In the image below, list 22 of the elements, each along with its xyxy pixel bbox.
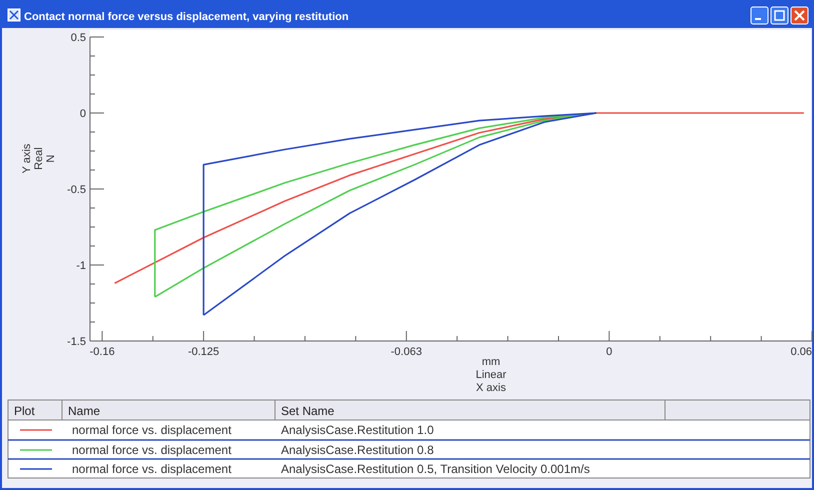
x-tick-label: -0.16 [90,346,115,358]
chart-title: Contact normal force versus displacement, varying restitution [24,11,349,23]
text: AnalysisCase.Restitution 0.5, Transition Velocity 0.001m/s [281,462,590,476]
y-tick-label: 0 [80,108,86,120]
y-tick-label: -0.5 [67,184,86,196]
y-axis-title: Y axis Real N [21,143,57,174]
text: normal force vs. displacement [72,462,232,476]
text: AnalysisCase.Restitution 1.0 [281,423,434,437]
x-tick-label: 0.06 [790,346,812,358]
x-axis-title: mm Linear X axis [476,356,507,394]
text: normal force vs. displacement [72,423,232,437]
text: AnalysisCase.Restitution 0.8 [281,443,434,457]
x-tick-label: 0 [606,346,612,358]
text: Plot [14,404,36,418]
x-tick-label: -0.125 [188,346,220,358]
y-tick-label: -1 [76,260,86,272]
x-tick-label: -0.063 [390,346,422,358]
text: normal force vs. displacement [72,443,232,457]
y-tick-label: 0.5 [70,32,86,44]
text: Name [68,404,100,418]
y-tick-label: -1.5 [67,336,86,348]
legend-title: Set Name [281,404,335,418]
